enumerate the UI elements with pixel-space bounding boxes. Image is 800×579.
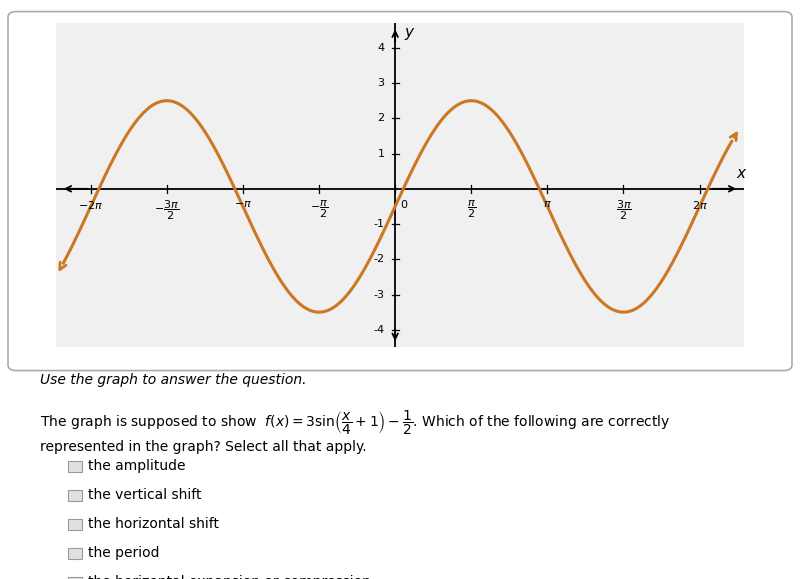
Text: -3: -3 (374, 290, 385, 299)
Text: 1: 1 (378, 149, 385, 159)
Text: Use the graph to answer the question.: Use the graph to answer the question. (40, 373, 306, 387)
Text: the vertical shift: the vertical shift (88, 488, 202, 502)
Text: $0$: $0$ (400, 197, 408, 210)
Text: $-\dfrac{\pi}{2}$: $-\dfrac{\pi}{2}$ (310, 199, 328, 220)
Text: represented in the graph? Select all that apply.: represented in the graph? Select all tha… (40, 440, 366, 454)
Text: the horizontal shift: the horizontal shift (88, 517, 219, 531)
Text: 4: 4 (378, 43, 385, 53)
Text: $-\dfrac{3\pi}{2}$: $-\dfrac{3\pi}{2}$ (154, 199, 179, 222)
Text: $-\pi$: $-\pi$ (234, 199, 252, 208)
Text: $y$: $y$ (404, 26, 415, 42)
Text: $\dfrac{3\pi}{2}$: $\dfrac{3\pi}{2}$ (615, 199, 631, 222)
Text: the horizontal expansion or compression: the horizontal expansion or compression (88, 575, 371, 579)
Text: $\pi$: $\pi$ (543, 199, 552, 208)
Text: The graph is supposed to show  $f(x) = 3\sin\!\left(\dfrac{x}{4}+1\right)-\dfrac: The graph is supposed to show $f(x) = 3\… (40, 408, 670, 437)
Text: the period: the period (88, 546, 159, 560)
Text: $2\pi$: $2\pi$ (692, 199, 707, 211)
Text: the amplitude: the amplitude (88, 459, 186, 473)
Text: -2: -2 (374, 254, 385, 264)
Text: $x$: $x$ (736, 166, 747, 181)
Text: $\dfrac{\pi}{2}$: $\dfrac{\pi}{2}$ (466, 199, 476, 220)
Text: 3: 3 (378, 78, 385, 88)
Text: 2: 2 (378, 113, 385, 123)
Text: $-2\pi$: $-2\pi$ (78, 199, 103, 211)
Text: -4: -4 (374, 325, 385, 335)
Text: -1: -1 (374, 219, 385, 229)
